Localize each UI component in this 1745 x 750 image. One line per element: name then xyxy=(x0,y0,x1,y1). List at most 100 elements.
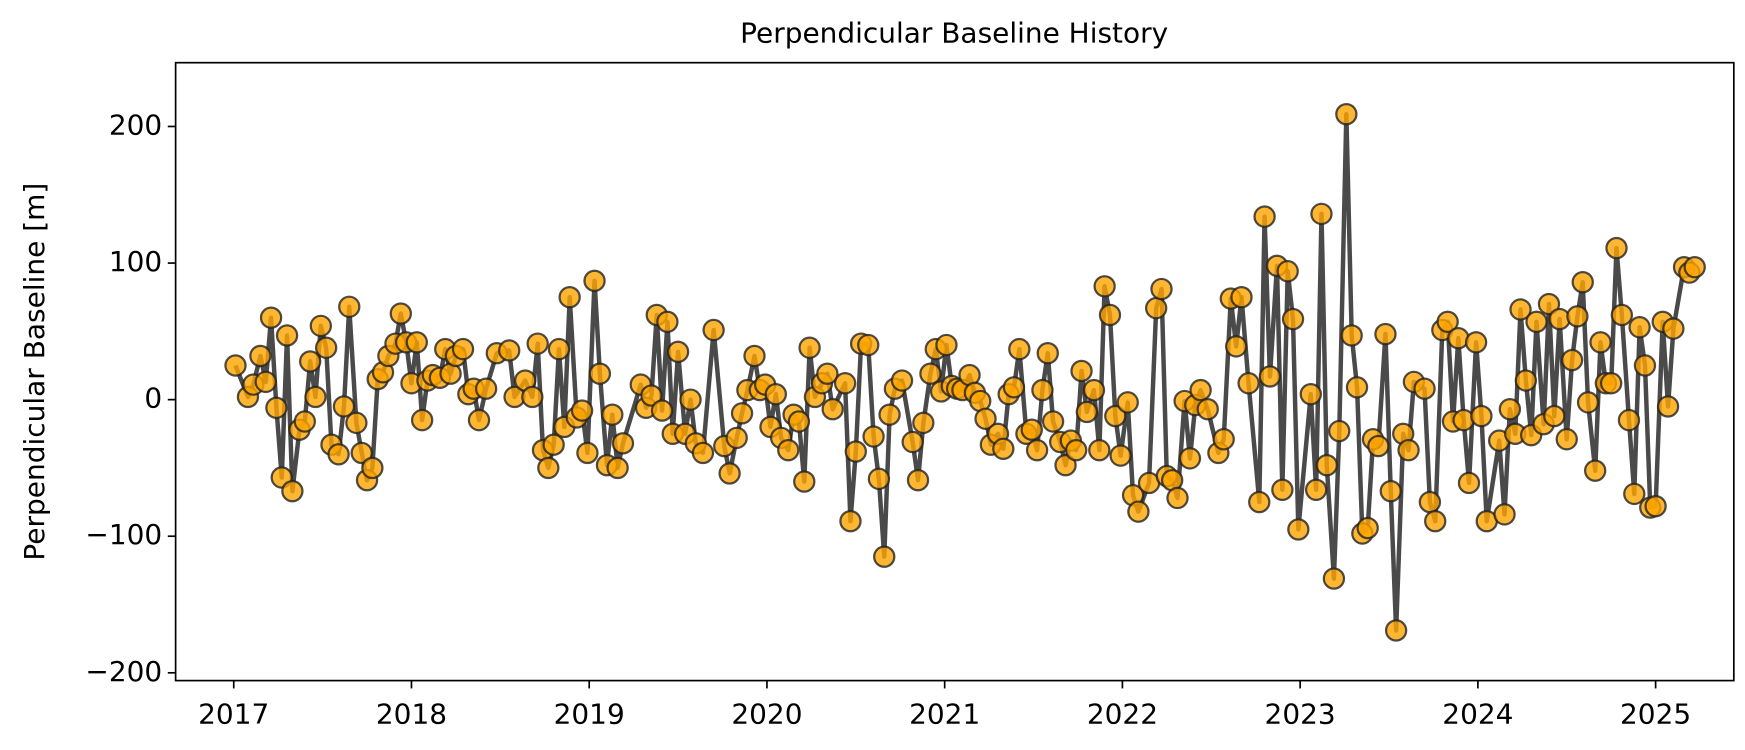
data-point xyxy=(650,399,674,422)
data-point xyxy=(498,339,521,362)
x-tick-label: 2018 xyxy=(376,697,447,730)
data-point xyxy=(1610,303,1634,327)
data-point xyxy=(1116,391,1139,414)
x-tick-label: 2021 xyxy=(909,697,980,730)
data-point xyxy=(265,396,288,420)
data-point xyxy=(606,456,629,480)
data-point xyxy=(583,269,606,293)
data-point xyxy=(821,398,844,421)
data-point xyxy=(718,462,741,485)
plot-frame xyxy=(174,61,1735,682)
data-point xyxy=(1345,376,1369,399)
data-point xyxy=(1571,270,1594,294)
data-point xyxy=(521,385,544,409)
data-point xyxy=(1628,316,1651,339)
data-point xyxy=(839,510,862,533)
data-point xyxy=(1248,490,1271,514)
data-point xyxy=(588,362,612,385)
data-point xyxy=(1166,486,1189,510)
data-point xyxy=(1418,490,1442,514)
data-point xyxy=(793,470,816,493)
data-point xyxy=(1008,337,1031,361)
data-point xyxy=(1335,102,1358,126)
data-point xyxy=(656,310,679,333)
data-point xyxy=(1397,438,1420,462)
data-point xyxy=(1070,359,1093,383)
data-point xyxy=(1315,454,1338,477)
data-point xyxy=(410,408,434,432)
data-point xyxy=(1098,303,1122,327)
data-point xyxy=(1322,567,1346,590)
data-point xyxy=(1304,478,1328,501)
data-point xyxy=(666,340,690,364)
data-point xyxy=(1178,447,1202,470)
data-point xyxy=(833,372,857,395)
data-point xyxy=(542,433,565,456)
data-point xyxy=(361,456,384,480)
data-point xyxy=(1287,518,1310,541)
data-point xyxy=(405,331,428,354)
data-point xyxy=(332,395,356,418)
data-point xyxy=(640,384,663,407)
data-point xyxy=(1374,322,1397,346)
x-tick-label: 2024 xyxy=(1442,697,1513,730)
data-point xyxy=(1253,205,1276,228)
data-point xyxy=(1424,510,1447,533)
data-point xyxy=(1633,354,1657,377)
data-point xyxy=(1566,305,1589,328)
data-point xyxy=(1212,428,1235,451)
data-point xyxy=(1075,400,1099,424)
data-point xyxy=(1384,619,1408,642)
data-point xyxy=(1656,395,1680,418)
data-point xyxy=(547,337,571,361)
data-point xyxy=(1525,310,1548,333)
y-tick-label: 100 xyxy=(109,245,162,278)
data-point xyxy=(844,440,867,463)
data-point xyxy=(691,441,715,465)
x-tick-label: 2025 xyxy=(1620,697,1691,730)
data-point xyxy=(867,467,891,491)
x-tick-label: 2023 xyxy=(1265,697,1336,730)
y-tick-label: −100 xyxy=(85,518,162,551)
data-point xyxy=(1281,307,1305,331)
data-point xyxy=(1589,331,1612,354)
data-point xyxy=(1576,391,1600,414)
data-point xyxy=(1623,482,1646,506)
data-point xyxy=(350,441,373,465)
data-point xyxy=(254,370,277,394)
data-point xyxy=(304,385,327,409)
data-point xyxy=(1413,377,1436,400)
data-point xyxy=(974,407,997,430)
data-point xyxy=(777,438,800,462)
data-point xyxy=(1328,419,1351,443)
data-point xyxy=(743,344,766,368)
data-point xyxy=(601,403,624,426)
data-point xyxy=(224,354,247,377)
data-point xyxy=(1237,372,1260,395)
x-tick-label: 2017 xyxy=(198,697,269,730)
data-point xyxy=(901,430,924,454)
data-point xyxy=(1310,202,1333,226)
data-point xyxy=(1104,404,1127,428)
data-point xyxy=(570,399,594,422)
data-point xyxy=(281,479,304,503)
data-point xyxy=(787,410,811,433)
data-point xyxy=(1144,296,1168,320)
data-point xyxy=(862,425,885,448)
data-point xyxy=(1379,479,1402,503)
data-point xyxy=(293,410,317,433)
data-point xyxy=(1498,398,1522,421)
data-point xyxy=(1543,404,1566,428)
data-point xyxy=(451,337,475,361)
data-point xyxy=(702,318,725,342)
data-point xyxy=(1367,434,1390,458)
data-point xyxy=(1464,331,1488,354)
data-point xyxy=(1617,408,1641,432)
data-point xyxy=(1509,298,1532,321)
y-tick-label: 0 xyxy=(144,382,162,415)
data-point xyxy=(1109,444,1132,467)
data-point xyxy=(1031,378,1054,402)
data-point xyxy=(1276,260,1299,283)
data-point xyxy=(611,432,635,455)
